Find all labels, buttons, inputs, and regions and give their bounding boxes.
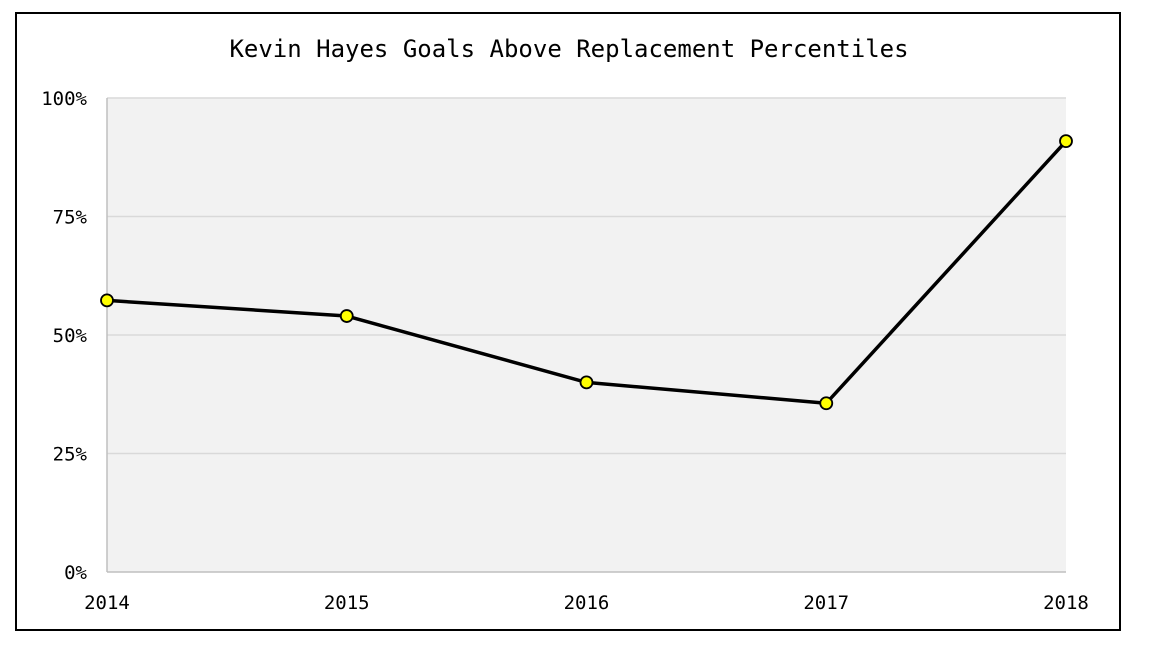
data-point: [100, 293, 114, 308]
plot-area: 0% 25% 50% 75% 100% 2014 2015 2016 2017 2018: [41, 88, 1089, 614]
y-tick-label: 0%: [64, 562, 87, 584]
data-point: [1059, 134, 1073, 149]
data-point: [339, 309, 354, 323]
chart-title: Kevin Hayes Goals Above Replacement Perc…: [229, 35, 908, 63]
x-tick-label: 2014: [84, 592, 130, 614]
y-tick-label: 50%: [53, 325, 88, 347]
x-tick-label: 2018: [1043, 592, 1089, 614]
y-tick-label: 25%: [53, 444, 88, 466]
y-tick-label: 100%: [41, 88, 87, 110]
x-tick-label: 2015: [324, 592, 370, 614]
data-point: [819, 396, 834, 411]
x-tick-label: 2016: [564, 592, 610, 614]
data-point: [579, 375, 594, 390]
y-tick-label: 75%: [53, 207, 88, 229]
x-tick-label: 2017: [803, 592, 849, 614]
